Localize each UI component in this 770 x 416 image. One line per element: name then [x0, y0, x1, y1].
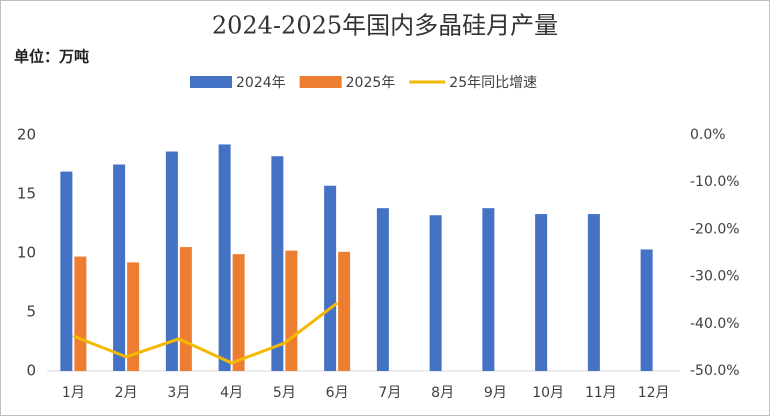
bar — [127, 262, 140, 371]
y2-tick-label: -10.0% — [690, 174, 740, 190]
x-tick-label: 10月 — [532, 385, 564, 401]
y-tick-label: 20 — [17, 126, 36, 144]
x-tick-label: 4月 — [220, 385, 243, 401]
x-tick-label: 8月 — [431, 385, 454, 401]
legend-label: 2024年 — [236, 75, 286, 91]
bar — [285, 250, 298, 371]
y2-tick-label: -30.0% — [690, 269, 740, 285]
legend-label: 2025年 — [346, 75, 396, 91]
y2-tick-label: -50.0% — [690, 363, 740, 379]
chart-title: 2024-2025年国内多晶硅月产量 — [212, 12, 558, 40]
bar — [165, 151, 178, 371]
legend-swatch — [190, 76, 232, 88]
bar — [376, 208, 389, 371]
x-tick-label: 1月 — [62, 385, 85, 401]
x-tick-label: 11月 — [585, 385, 617, 401]
bar — [338, 251, 351, 371]
y-tick-label: 10 — [17, 244, 36, 262]
x-tick-label: 12月 — [638, 385, 670, 401]
bar — [218, 144, 231, 371]
x-tick-label: 7月 — [378, 385, 401, 401]
bar — [482, 208, 495, 371]
bar — [113, 164, 126, 371]
bar — [232, 254, 245, 371]
legend-swatch — [299, 76, 342, 88]
y-tick-label: 0 — [26, 362, 36, 380]
y-tick-label: 5 — [26, 303, 36, 321]
x-tick-label: 2月 — [115, 385, 138, 401]
bar — [74, 256, 87, 371]
bar — [535, 214, 548, 371]
x-tick-label: 6月 — [326, 385, 349, 401]
unit-label: 单位：万吨 — [14, 48, 89, 66]
bar — [179, 247, 192, 371]
y2-tick-label: 0.0% — [690, 127, 726, 143]
x-tick-label: 3月 — [167, 385, 190, 401]
y2-tick-label: -20.0% — [690, 221, 740, 237]
x-tick-label: 5月 — [273, 385, 296, 401]
bar — [324, 185, 337, 371]
y-tick-label: 15 — [17, 185, 36, 203]
bar — [60, 171, 73, 371]
bar — [587, 214, 600, 371]
legend-label: 25年同比增速 — [449, 75, 537, 91]
line — [72, 301, 339, 365]
x-tick-label: 9月 — [484, 385, 507, 401]
bar — [640, 249, 653, 371]
bar — [271, 156, 284, 371]
y2-tick-label: -40.0% — [690, 316, 740, 332]
bar — [429, 215, 442, 371]
